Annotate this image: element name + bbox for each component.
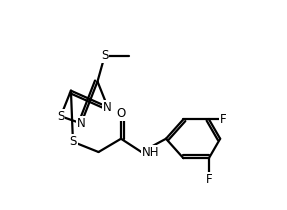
Text: O: O [117,107,126,120]
Text: S: S [69,135,77,148]
Text: N: N [103,101,112,114]
Text: S: S [101,49,108,62]
Text: S: S [57,110,64,123]
Text: F: F [220,113,227,126]
Text: NH: NH [141,146,159,159]
Text: F: F [205,173,212,186]
Text: N: N [77,117,86,130]
